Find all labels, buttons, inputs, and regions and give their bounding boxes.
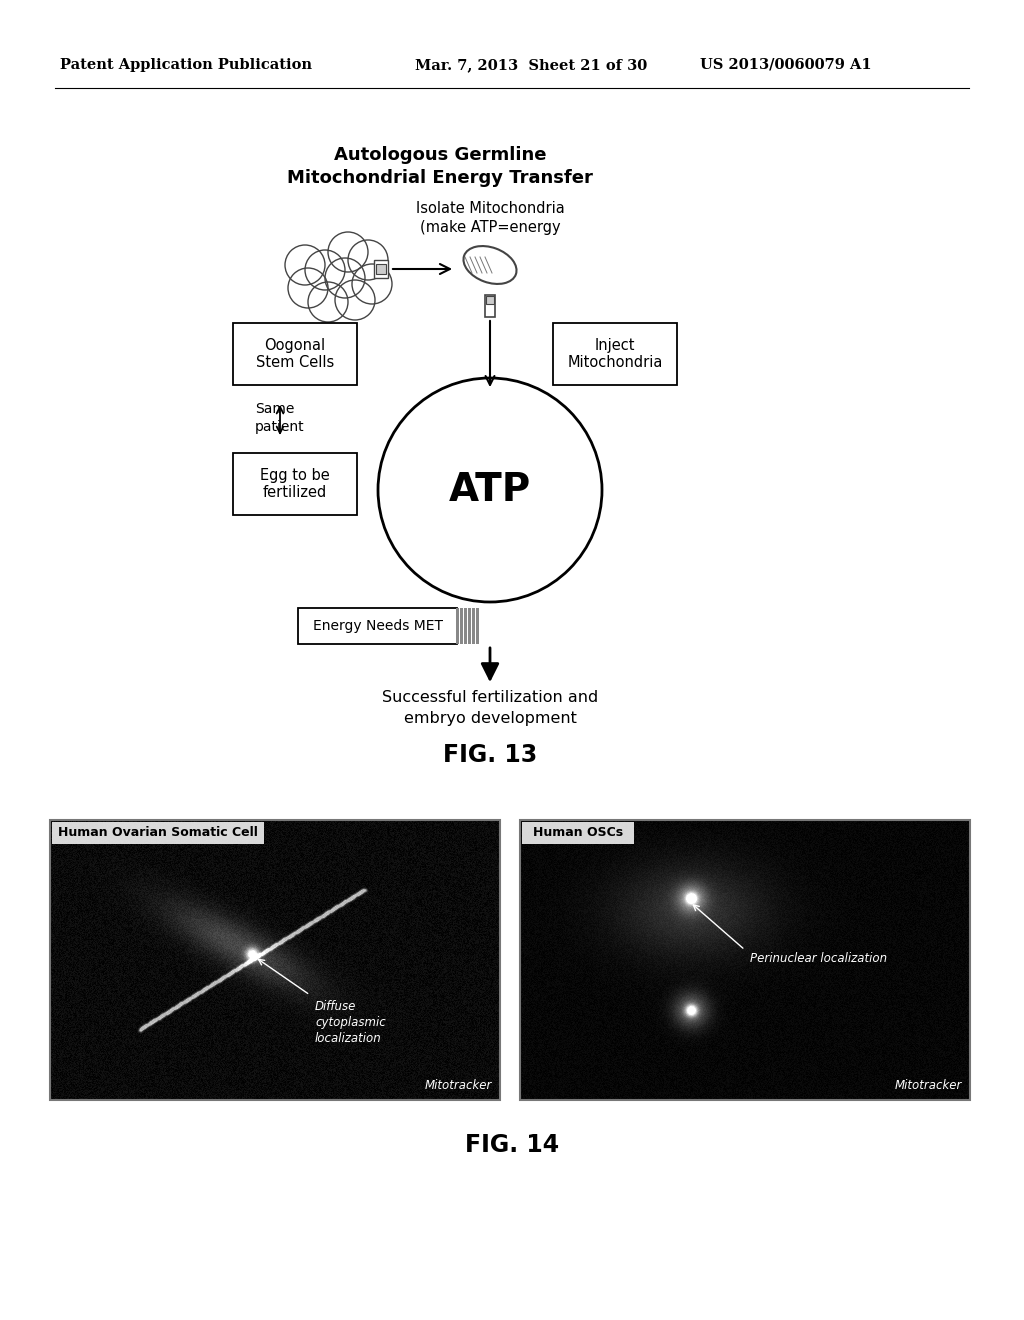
Text: FIG. 13: FIG. 13: [442, 743, 538, 767]
Text: Isolate Mitochondria
(make ATP=energy: Isolate Mitochondria (make ATP=energy: [416, 201, 564, 235]
Text: US 2013/0060079 A1: US 2013/0060079 A1: [700, 58, 871, 73]
Text: Mitotracker: Mitotracker: [425, 1078, 492, 1092]
Text: Mitochondrial Energy Transfer: Mitochondrial Energy Transfer: [287, 169, 593, 187]
Text: Human Ovarian Somatic Cell: Human Ovarian Somatic Cell: [58, 826, 258, 840]
Text: Autologous Germline: Autologous Germline: [334, 147, 546, 164]
FancyBboxPatch shape: [476, 609, 479, 644]
Text: Diffuse
cytoplasmic
localization: Diffuse cytoplasmic localization: [315, 1001, 386, 1045]
FancyBboxPatch shape: [376, 264, 386, 275]
FancyBboxPatch shape: [485, 294, 495, 317]
FancyBboxPatch shape: [52, 822, 264, 843]
Text: FIG. 14: FIG. 14: [465, 1133, 559, 1158]
FancyBboxPatch shape: [522, 822, 634, 843]
Text: Energy Needs MET: Energy Needs MET: [313, 619, 443, 634]
FancyBboxPatch shape: [298, 609, 457, 644]
FancyBboxPatch shape: [468, 609, 471, 644]
Text: Mitotracker: Mitotracker: [895, 1078, 962, 1092]
Text: Oogonal
Stem Cells: Oogonal Stem Cells: [256, 338, 334, 370]
Text: Inject
Mitochondria: Inject Mitochondria: [567, 338, 663, 370]
Text: Perinuclear localization: Perinuclear localization: [750, 952, 887, 965]
FancyBboxPatch shape: [233, 323, 357, 385]
FancyBboxPatch shape: [553, 323, 677, 385]
FancyBboxPatch shape: [464, 609, 467, 644]
FancyBboxPatch shape: [472, 609, 475, 644]
FancyBboxPatch shape: [456, 609, 459, 644]
FancyBboxPatch shape: [233, 453, 357, 515]
Text: Patent Application Publication: Patent Application Publication: [60, 58, 312, 73]
Text: Successful fertilization and
embryo development: Successful fertilization and embryo deve…: [382, 690, 598, 726]
FancyBboxPatch shape: [460, 609, 463, 644]
Text: Egg to be
fertilized: Egg to be fertilized: [260, 467, 330, 500]
Text: ATP: ATP: [449, 471, 531, 510]
Text: Human OSCs: Human OSCs: [532, 826, 623, 840]
FancyBboxPatch shape: [374, 260, 388, 279]
Text: Mar. 7, 2013  Sheet 21 of 30: Mar. 7, 2013 Sheet 21 of 30: [415, 58, 647, 73]
FancyBboxPatch shape: [486, 296, 494, 304]
Text: Same
patient: Same patient: [255, 403, 304, 434]
